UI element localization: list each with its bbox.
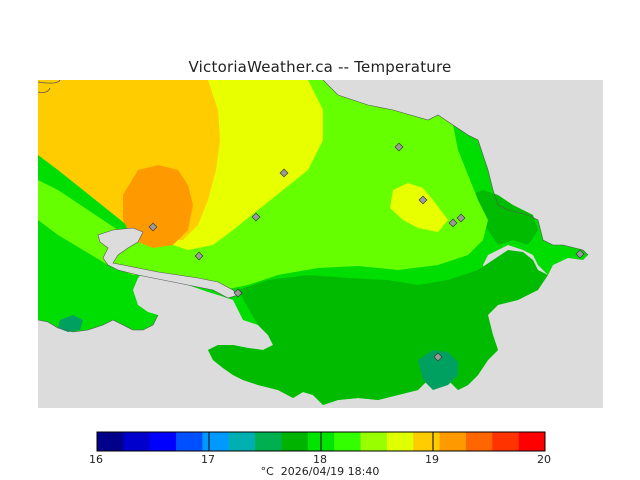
colorbar-swatch	[150, 432, 177, 451]
colorbar-swatch	[281, 432, 308, 451]
colorbar-swatch	[466, 432, 493, 451]
timestamp-label: 2026/04/19 18:40	[281, 465, 380, 478]
colorbar-swatch	[229, 432, 256, 451]
colorbar	[96, 431, 546, 452]
units-and-timestamp: °C 2026/04/19 18:40	[0, 465, 640, 478]
colorbar-swatch	[255, 432, 282, 451]
colorbar-swatch	[176, 432, 203, 451]
colorbar-swatch	[440, 432, 467, 451]
colorbar-swatch	[334, 432, 361, 451]
colorbar-swatch	[361, 432, 388, 451]
colorbar-swatch	[492, 432, 519, 451]
colorbar-swatch	[387, 432, 414, 451]
colorbar-swatch	[123, 432, 150, 451]
temperature-map	[38, 80, 603, 408]
units-label: °C	[261, 465, 274, 478]
map-title: VictoriaWeather.ca -- Temperature	[0, 58, 640, 76]
colorbar-swatch	[519, 432, 546, 451]
colorbar-swatch	[97, 432, 124, 451]
colorbar-swatch	[202, 432, 229, 451]
colorbar-swatch	[413, 432, 440, 451]
